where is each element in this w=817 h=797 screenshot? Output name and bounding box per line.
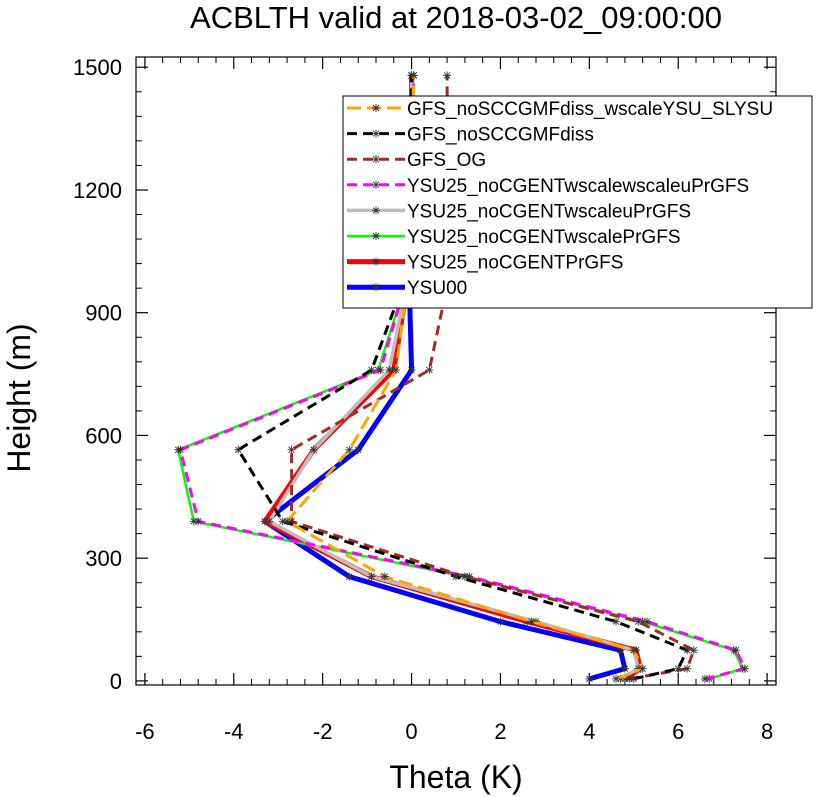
legend-item: YSU25_noCGENTwscaleuPrGFS [347, 201, 691, 222]
y-tick-label: 1500 [73, 55, 122, 80]
data-point [527, 617, 536, 626]
legend-item: YSU25_noCGENTwscalePrGFS [347, 227, 681, 248]
chart-title: ACBLTH valid at 2018-03-02_09:00:00 [190, 0, 722, 35]
data-point [407, 365, 416, 374]
data-point [354, 445, 363, 454]
data-point [234, 445, 243, 454]
data-point [176, 445, 185, 454]
data-point [367, 365, 376, 374]
data-point [409, 71, 418, 80]
data-point [452, 572, 460, 581]
data-point [287, 445, 296, 454]
data-point [367, 572, 376, 581]
legend-item: YSU25_noCGENTPrGFS [347, 253, 623, 274]
data-point [740, 664, 749, 673]
data-point [376, 365, 385, 374]
data-point [345, 445, 354, 454]
data-point [683, 664, 692, 673]
data-point [674, 664, 683, 673]
legend-label: GFS_noSCCGMFdiss_wscaleYSU_SLYSU [407, 99, 773, 120]
data-point [612, 674, 620, 683]
data-point [345, 572, 354, 581]
legend-marker [372, 257, 380, 266]
x-tick-label: -2 [313, 719, 333, 744]
x-tick-label: 2 [494, 719, 506, 744]
legend-item: GFS_noSCCGMFdiss_wscaleYSU_SLYSU [347, 99, 773, 120]
legend-item: YSU00 [347, 278, 467, 299]
legend-label: GFS_noSCCGMFdiss [407, 125, 594, 146]
data-point [629, 646, 638, 655]
legend-item: YSU25_noCGENTwscalewscaleuPrGFS [347, 176, 749, 197]
data-point [683, 646, 692, 655]
data-point [385, 365, 394, 374]
data-point [309, 445, 318, 454]
legend-item: GFS_noSCCGMFdiss [347, 125, 594, 146]
data-point [585, 674, 594, 683]
x-axis-title: Theta (K) [389, 759, 522, 795]
y-tick-label: 300 [85, 546, 122, 571]
legend-label: YSU25_noCGENTwscalePrGFS [407, 227, 681, 248]
x-tick-label: 6 [672, 719, 684, 744]
legend: GFS_noSCCGMFdiss_wscaleYSU_SLYSU GFS_noSC… [342, 95, 813, 309]
data-point [689, 646, 698, 655]
legend-marker [372, 283, 380, 292]
legend-marker [372, 155, 380, 164]
data-point [620, 664, 629, 673]
axis-ticks: -6 -4 -2 0 2 4 6 8 0 300 600 900 1200 1500 [73, 55, 776, 744]
data-point [392, 365, 400, 374]
data-point [380, 572, 389, 581]
x-tick-label: 4 [583, 719, 595, 744]
x-tick-label: 8 [761, 719, 773, 744]
legend-box [342, 95, 813, 309]
legend-marker [372, 206, 380, 215]
data-point [443, 71, 452, 80]
data-point [732, 646, 740, 655]
x-tick-label: 0 [405, 719, 417, 744]
legend-marker [372, 232, 380, 240]
y-tick-label: 0 [110, 669, 122, 694]
legend-label: YSU25_noCGENTPrGFS [407, 253, 623, 274]
series-line [290, 75, 696, 681]
data-point [634, 617, 643, 626]
plot-frame [135, 56, 777, 686]
legend-marker [372, 129, 380, 138]
data-point [496, 617, 505, 626]
data-point [629, 674, 638, 683]
legend-label: GFS_OG [407, 150, 486, 171]
x-tick-label: -4 [224, 719, 244, 744]
data-point [425, 365, 434, 374]
data-point [612, 617, 620, 626]
data-point [194, 517, 203, 526]
data-point [283, 517, 292, 526]
x-tick-label: -6 [135, 719, 155, 744]
legend-item: GFS_OG [347, 150, 486, 171]
legend-marker [372, 180, 380, 189]
y-tick-label: 900 [85, 301, 122, 326]
data-point [700, 674, 709, 683]
legend-label: YSU25_noCGENTwscalewscaleuPrGFS [407, 176, 749, 197]
y-tick-label: 600 [85, 423, 122, 448]
y-tick-label: 1200 [73, 178, 122, 203]
legend-label: YSU25_noCGENTwscaleuPrGFS [407, 201, 691, 222]
data-point [265, 517, 274, 526]
legend-marker [372, 104, 380, 112]
legend-label: YSU00 [407, 278, 467, 299]
data-point [638, 664, 647, 673]
y-axis-title: Height (m) [1, 323, 37, 472]
